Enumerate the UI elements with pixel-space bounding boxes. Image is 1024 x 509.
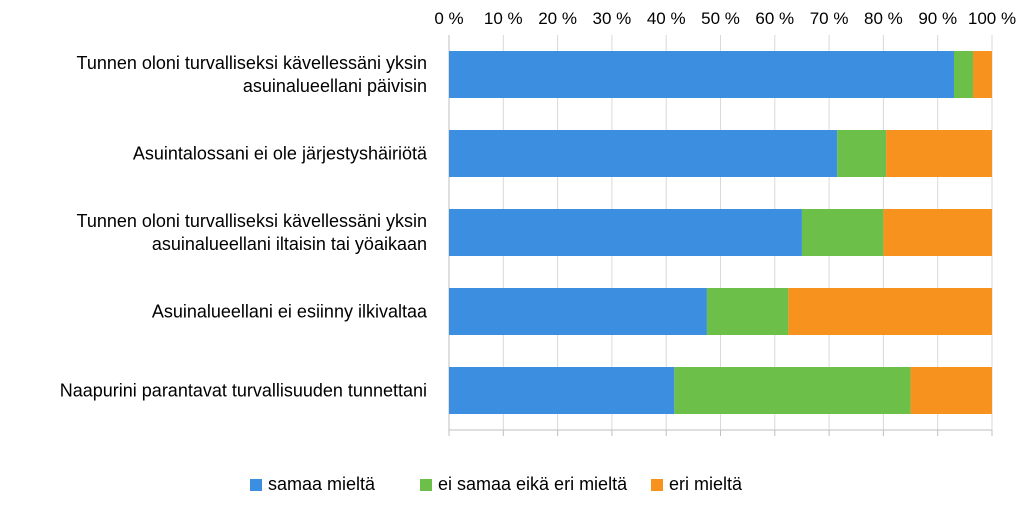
category-label: Asuintalossani ei ole järjestyshäiriötä <box>133 144 428 164</box>
bar-segment <box>837 130 887 177</box>
category-labels: Tunnen oloni turvalliseksi kävellessäni … <box>60 53 428 401</box>
bar-segment <box>953 51 973 98</box>
bar-segment <box>674 367 911 414</box>
x-tick-label: 50 % <box>701 9 740 28</box>
x-tick-label: 90 % <box>918 9 957 28</box>
x-tick-labels: 0 % 10 % 20 % 30 % 40 % 50 % 60 % 70 % 80 % 90 % 1… <box>434 9 1016 28</box>
bar-segment <box>801 209 884 256</box>
legend-label: ei samaa eikä eri mieltä <box>438 474 628 494</box>
legend: samaa mieltä ei samaa eikä eri mieltä eri … <box>250 474 743 494</box>
category-label: Tunnen oloni turvalliseksi kävellessäni … <box>77 211 428 231</box>
legend-swatch <box>250 479 262 491</box>
bar-segment <box>449 130 838 177</box>
x-tick-label: 100 % <box>968 9 1016 28</box>
bar-segment <box>910 367 992 414</box>
legend-label: eri mieltä <box>669 474 743 494</box>
category-label: asuinalueellani iltaisin tai yöaikaan <box>152 234 427 254</box>
legend-swatch <box>420 479 432 491</box>
bar-segment <box>972 51 992 98</box>
bar-segment <box>883 209 992 256</box>
bars <box>449 51 992 414</box>
legend-swatch <box>651 479 663 491</box>
x-tick-label: 80 % <box>864 9 903 28</box>
legend-label: samaa mieltä <box>268 474 376 494</box>
x-tick-label: 0 % <box>434 9 463 28</box>
bar-segment <box>449 51 954 98</box>
category-label: asuinalueellani päivisin <box>243 76 427 96</box>
bar-segment <box>449 209 802 256</box>
category-label: Asuinalueellani ei esiinny ilkivaltaa <box>152 302 428 322</box>
category-label: Tunnen oloni turvalliseksi kävellessäni … <box>77 53 428 73</box>
bar-segment <box>788 288 992 335</box>
bar-segment <box>886 130 992 177</box>
bar-segment <box>706 288 789 335</box>
bar-segment <box>449 367 675 414</box>
x-tick-label: 70 % <box>810 9 849 28</box>
x-tick-label: 10 % <box>484 9 523 28</box>
x-tick-label: 30 % <box>593 9 632 28</box>
bar-segment <box>449 288 707 335</box>
x-tick-label: 20 % <box>538 9 577 28</box>
x-tick-label: 60 % <box>755 9 794 28</box>
x-tick-label: 40 % <box>647 9 686 28</box>
category-label: Naapurini parantavat turvallisuuden tunn… <box>60 381 427 401</box>
